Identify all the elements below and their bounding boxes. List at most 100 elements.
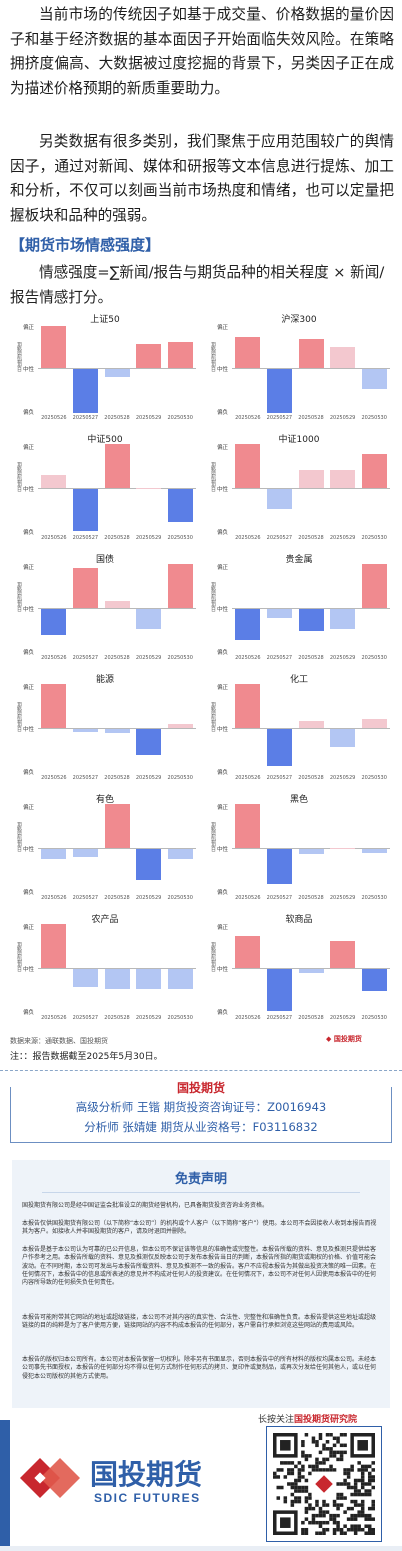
x-tick-label: 20250529 [329, 535, 356, 541]
x-tick-label: 20250529 [329, 895, 356, 901]
y-tick-label: 偏负 [217, 770, 229, 776]
y-tick-label: 偏正 [217, 805, 229, 811]
y-tick-label: 偏负 [23, 410, 35, 416]
sentiment-bar [167, 724, 193, 728]
x-tick-label: 20250528 [104, 535, 130, 541]
y-axis-name: 日度情感强度 [211, 462, 217, 492]
qr-code-icon [273, 1433, 375, 1535]
y-tick-label: 中性 [23, 487, 35, 493]
logo-cn: 国投期货 [90, 1458, 202, 1490]
zero-line [232, 368, 390, 369]
y-axis-name: 日度情感强度 [17, 462, 23, 492]
analyst-box: 高级分析师 王锴 期货投资咨询证号：Z0016943 分析师 张婧婕 期货从业资… [10, 1087, 392, 1143]
y-tick-label: 偏正 [23, 445, 35, 451]
disclaimer-p4: 本报告可能附带其它网站的地址或超级链接，本公司不对其内容的真实性、合法性、完整性… [22, 1314, 377, 1330]
sentiment-chart: 有色 日度情感强度 偏正 中性 偏负 20250526 20250527 20250528 20… [10, 792, 200, 904]
sentiment-bar [136, 343, 162, 368]
sentiment-bar [41, 924, 67, 968]
sentiment-bar [104, 804, 130, 848]
disclaimer-p5: 本报告的版权归本公司所有。本公司对本报告保留一切权利。除非另有书面显示，否则本报… [22, 1356, 377, 1380]
sentiment-bar [72, 729, 98, 732]
x-tick-label: 20250526 [235, 655, 261, 661]
sentiment-bar [41, 474, 67, 488]
x-tick-label: 20250526 [41, 895, 67, 901]
sentiment-bar [266, 369, 292, 413]
sentiment-bar [136, 729, 162, 755]
disclaimer-box: 免责声明 国投期货有限公司是经中国证监会批准设立的期货经营机构，已具备期货投资咨… [12, 1160, 390, 1408]
y-tick-label: 偏正 [23, 805, 35, 811]
divider [0, 1070, 402, 1071]
disclaimer-p2: 本报告仅供国投期货有限公司（以下简称“本公司”）的机构或个人客户（以下简称“客户… [22, 1220, 377, 1236]
x-tick-label: 20250529 [329, 415, 356, 421]
sentiment-chart: 沪深300 日度情感强度 偏正 中性 偏负 20250526 20250527 2025052… [204, 312, 394, 424]
zero-line [232, 968, 390, 969]
sentiment-bar [167, 489, 193, 522]
x-tick-label: 20250527 [72, 775, 99, 781]
x-tick-label: 20250528 [298, 775, 324, 781]
chart-title: 化工 [289, 675, 308, 685]
qr-code[interactable] [266, 1426, 382, 1542]
brand-label: 国投期货 [168, 1079, 233, 1096]
sentiment-bar [361, 969, 387, 991]
sentiment-bar [361, 453, 387, 488]
disclaimer-title-underline [42, 1192, 360, 1193]
x-tick-label: 20250527 [72, 415, 99, 421]
brand-sidebar [0, 1420, 10, 1546]
alt-data-paragraph: 另类数据有很多类别，我们聚焦于应用范围较广的舆情因子，通过对新闻、媒体和研报等文… [10, 133, 394, 224]
x-tick-label: 20250529 [135, 535, 162, 541]
sentiment-bar [298, 969, 324, 974]
chart-title: 中证1000 [278, 435, 320, 445]
data-source: 数据来源：通联数据、国投期货 [10, 1037, 108, 1045]
x-tick-label: 20250528 [104, 895, 130, 901]
logo-icon: 国投期货 SDIC FUTURES [20, 1458, 202, 1505]
sentiment-bar [361, 719, 387, 728]
sentiment-bar [41, 326, 67, 368]
x-tick-label: 20250526 [235, 415, 261, 421]
sentiment-chart: 黑色 日度情感强度 偏正 中性 偏负 20250526 20250527 20250528 20… [204, 792, 394, 904]
chart-title: 中证500 [87, 435, 123, 445]
sentiment-bar [235, 684, 261, 728]
section-heading: 【期货市场情感强度】 [10, 236, 161, 254]
x-tick-label: 20250526 [41, 535, 67, 541]
x-tick-label: 20250527 [266, 415, 293, 421]
y-axis-name: 日度情感强度 [17, 582, 23, 612]
x-tick-label: 20250527 [266, 775, 293, 781]
sentiment-bar [72, 849, 98, 857]
y-axis-name: 日度情感强度 [17, 942, 23, 972]
y-tick-label: 中性 [217, 847, 229, 853]
y-tick-label: 中性 [23, 967, 35, 973]
x-tick-label: 20250527 [72, 1015, 99, 1021]
follow-account: 国投期货研究院 [294, 1415, 358, 1425]
sentiment-bar [361, 849, 387, 853]
sentiment-bar [235, 804, 261, 848]
x-tick-label: 20250526 [41, 655, 67, 661]
y-tick-label: 中性 [23, 607, 35, 613]
sentiment-bar [330, 469, 356, 488]
y-tick-label: 偏负 [23, 530, 35, 536]
sentiment-bar [298, 339, 324, 368]
zero-line [232, 488, 390, 489]
plot-area [38, 564, 196, 652]
sentiment-chart: 中证500 日度情感强度 偏正 中性 偏负 20250526 20250527 2025052… [10, 432, 200, 544]
x-tick-label: 20250530 [361, 535, 387, 541]
x-tick-label: 20250527 [72, 895, 99, 901]
plot-area [38, 684, 196, 772]
x-tick-label: 20250530 [361, 655, 387, 661]
sentiment-bar [167, 849, 193, 859]
x-tick-label: 20250530 [167, 535, 193, 541]
zero-line [232, 848, 390, 849]
brand-header: 国投期货 [0, 1077, 402, 1096]
y-axis-name: 日度情感强度 [17, 822, 23, 852]
x-tick-label: 20250530 [167, 1015, 193, 1021]
sentiment-bar [167, 564, 193, 608]
x-tick-label: 20250529 [135, 895, 162, 901]
sentiment-bar [167, 341, 193, 368]
sentiment-bar [266, 609, 292, 618]
sentiment-bar [266, 969, 292, 1011]
sentiment-bar [330, 609, 356, 629]
y-tick-label: 中性 [23, 847, 35, 853]
y-tick-label: 偏正 [23, 685, 35, 691]
x-tick-label: 20250530 [167, 655, 193, 661]
formula-text: 情感强度=∑新闻/报告与期货品种的相关程度 × 新闻/报告情感打分。 [10, 264, 385, 306]
